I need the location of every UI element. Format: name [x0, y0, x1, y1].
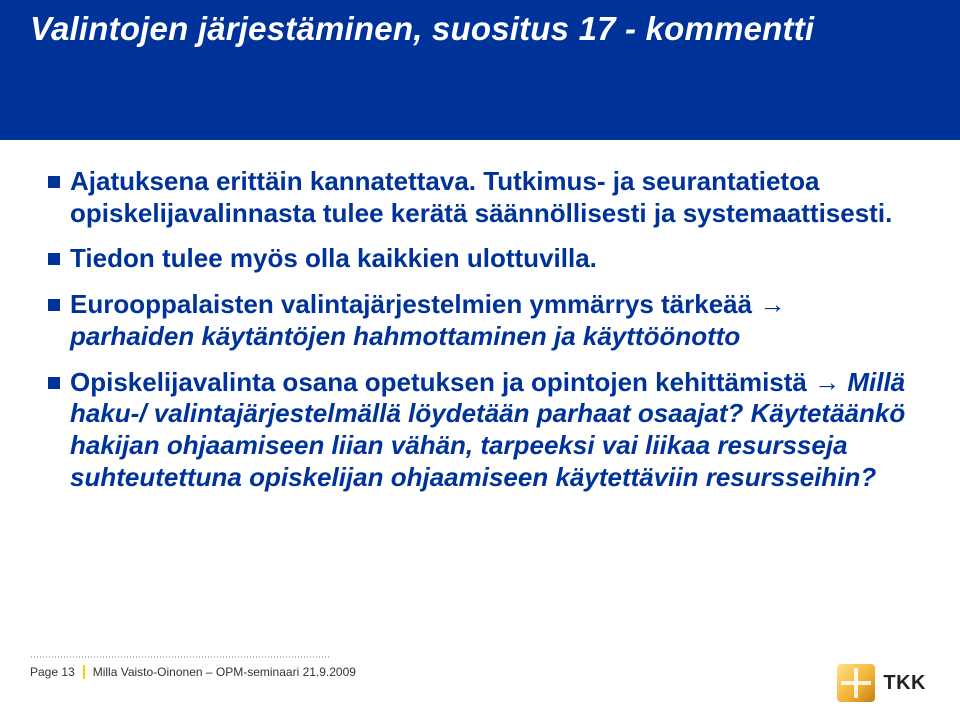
bullet-square-icon: [48, 377, 60, 389]
logo: TKK: [837, 664, 926, 702]
bullet-item: Tiedon tulee myös olla kaikkien ulottuvi…: [48, 243, 908, 275]
dotted-rule-icon: [30, 656, 330, 658]
bullet-text: Eurooppalaisten valintajärjestelmien ymm…: [70, 289, 908, 352]
title-band: Valintojen järjestäminen, suositus 17 - …: [0, 0, 960, 140]
bullet-item: Ajatuksena erittäin kannatettava. Tutkim…: [48, 166, 908, 229]
bullet-italic: parhaiden käytäntöjen hahmottaminen ja k…: [70, 321, 740, 351]
bullet-item: Opiskelijavalinta osana opetuksen ja opi…: [48, 367, 908, 494]
footer-author: Milla Vaisto-Oinonen – OPM-seminaari 21.…: [93, 665, 356, 679]
footer-line: Page 13 Milla Vaisto-Oinonen – OPM-semin…: [30, 665, 930, 679]
bullet-text: Ajatuksena erittäin kannatettava. Tutkim…: [70, 166, 908, 229]
slide-root: Valintojen järjestäminen, suositus 17 - …: [0, 0, 960, 718]
bullet-item: Eurooppalaisten valintajärjestelmien ymm…: [48, 289, 908, 352]
bullet-square-icon: [48, 299, 60, 311]
bullet-square-icon: [48, 176, 60, 188]
separator-icon: [83, 665, 85, 679]
content-area: Ajatuksena erittäin kannatettava. Tutkim…: [48, 166, 908, 507]
footer: Page 13 Milla Vaisto-Oinonen – OPM-semin…: [30, 656, 930, 696]
logo-mark-icon: [837, 664, 875, 702]
bullet-square-icon: [48, 253, 60, 265]
bullet-lead: Opiskelijavalinta osana opetuksen ja opi…: [70, 367, 814, 397]
bullet-text: Opiskelijavalinta osana opetuksen ja opi…: [70, 367, 908, 494]
bullet-text: Tiedon tulee myös olla kaikkien ulottuvi…: [70, 243, 597, 275]
arrow-icon: →: [814, 367, 840, 397]
arrow-icon: →: [759, 289, 785, 319]
page-title: Valintojen järjestäminen, suositus 17 - …: [30, 10, 930, 48]
bullet-lead: Eurooppalaisten valintajärjestelmien ymm…: [70, 289, 759, 319]
page-number: Page 13: [30, 665, 75, 679]
logo-text: TKK: [883, 672, 926, 695]
